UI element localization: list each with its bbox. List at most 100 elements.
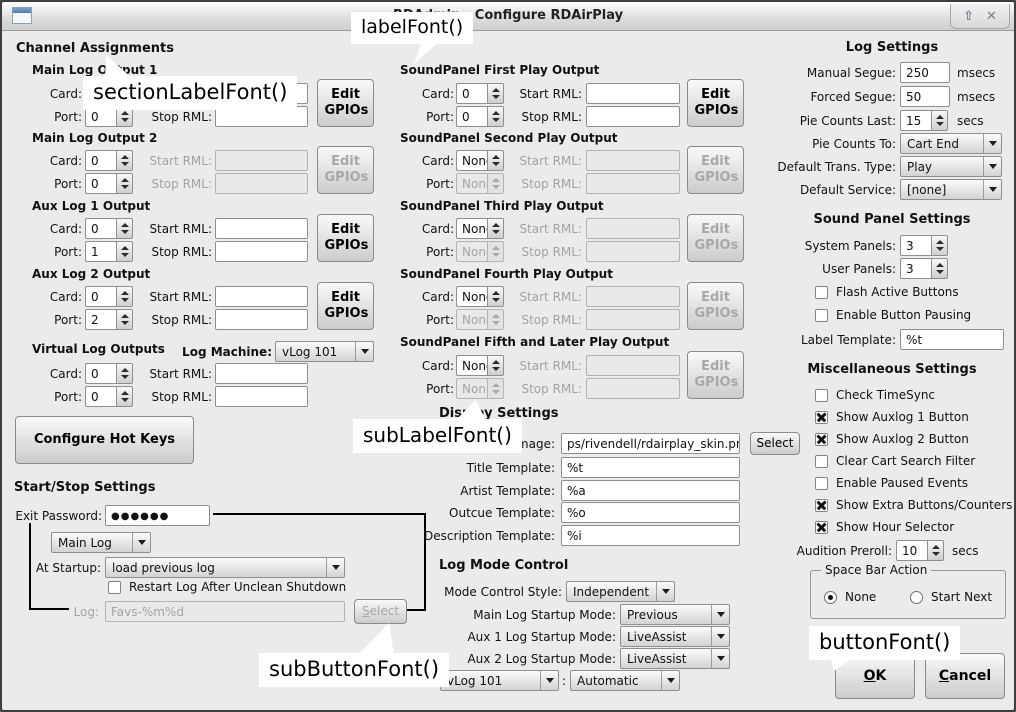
spinner-arrows-icon[interactable] <box>927 540 944 561</box>
forced-segue-field[interactable]: 50 <box>900 86 950 107</box>
stop-rml-field[interactable] <box>215 386 308 407</box>
label-template-field[interactable]: %t <box>900 329 1004 350</box>
exit-password-label: Exit Password: <box>15 509 102 523</box>
connector-line <box>29 523 31 610</box>
card-spinner[interactable]: None <box>456 218 504 239</box>
stop-rml-label: Stop RML: <box>521 110 582 124</box>
spinner-arrows-icon[interactable] <box>116 386 133 407</box>
card-spinner[interactable]: None <box>456 355 504 376</box>
spinner-arrows-icon[interactable] <box>116 150 133 171</box>
pie-counts-to-dropdown[interactable]: Cart End <box>900 133 1002 154</box>
spinner-arrows-icon[interactable] <box>931 258 948 279</box>
port-spinner[interactable]: 0 <box>85 173 133 194</box>
system-panels-spinner[interactable]: 3 <box>900 235 948 256</box>
spinner-arrows-icon[interactable] <box>931 110 948 131</box>
shade-icon[interactable]: ⇧ <box>963 8 974 24</box>
port-spinner[interactable]: 2 <box>85 309 133 330</box>
start-rml-field[interactable] <box>215 286 308 307</box>
start-rml-field <box>586 218 680 239</box>
audition-preroll-spinner[interactable]: 10 <box>896 540 944 561</box>
manual-segue-field[interactable]: 250 <box>900 62 950 83</box>
spinner-arrows-icon[interactable] <box>116 286 133 307</box>
port-spinner[interactable]: 0 <box>85 386 133 407</box>
stop-rml-field <box>586 309 680 330</box>
background-select-button[interactable]: Select <box>750 432 800 455</box>
enable-paused-events-checkbox[interactable] <box>815 476 828 490</box>
show-auxlog1-checkbox[interactable] <box>815 410 828 424</box>
background-image-field[interactable]: ps/rivendell/rdairplay_skin.png <box>561 433 740 454</box>
stop-rml-field[interactable] <box>215 309 308 330</box>
spinner-arrows-icon[interactable] <box>116 309 133 330</box>
title-template-field[interactable]: %t <box>561 457 740 478</box>
edit-gpios-button[interactable]: Edit GPIOs <box>317 214 374 262</box>
flash-active-buttons-checkbox[interactable] <box>815 285 828 299</box>
restart-log-checkbox[interactable] <box>108 580 121 594</box>
window-icon <box>12 7 32 24</box>
pie-counts-last-spinner[interactable]: 15 <box>900 110 948 131</box>
spinner-arrows-icon[interactable] <box>116 106 133 127</box>
show-hour-selector-checkbox[interactable] <box>815 520 828 534</box>
user-panels-spinner[interactable]: 3 <box>900 258 948 279</box>
system-panels-label: System Panels: <box>804 239 896 253</box>
spinner-arrows-icon[interactable] <box>116 363 133 384</box>
default-trans-dropdown[interactable]: Play <box>900 156 1002 177</box>
pie-counts-last-label: Pie Counts Last: <box>799 114 896 128</box>
close-icon[interactable]: ✕ <box>986 8 997 24</box>
main-log-startup-dropdown[interactable]: Previous <box>620 604 730 625</box>
port-spinner[interactable]: 1 <box>85 241 133 262</box>
vlog-mode-dropdown[interactable]: Automatic <box>570 670 680 691</box>
outcue-template-field[interactable]: %o <box>561 502 740 523</box>
cancel-button[interactable]: Cancel <box>925 653 1005 699</box>
clear-cart-search-checkbox[interactable] <box>815 454 828 468</box>
aux2-log-startup-dropdown[interactable]: LiveAssist <box>620 648 730 669</box>
spinner-arrows-icon[interactable] <box>487 355 504 376</box>
check-timesync-checkbox[interactable] <box>815 388 828 402</box>
card-spinner[interactable]: None <box>456 286 504 307</box>
exit-password-field[interactable]: ●●●●●● <box>105 505 210 526</box>
space-bar-start-next-radio[interactable] <box>910 590 923 604</box>
spinner-arrows-icon[interactable] <box>487 286 504 307</box>
port-spinner[interactable]: 0 <box>456 106 504 127</box>
description-template-field[interactable]: %i <box>561 525 740 546</box>
edit-gpios-button[interactable]: Edit GPIOs <box>317 282 374 330</box>
start-rml-field[interactable] <box>586 83 680 104</box>
card-spinner[interactable]: None <box>456 150 504 171</box>
log-machine-select-dropdown[interactable]: Main Log <box>51 532 151 553</box>
spinner-arrows-icon[interactable] <box>487 218 504 239</box>
show-extra-buttons-checkbox[interactable] <box>815 498 828 512</box>
space-bar-none-radio[interactable] <box>824 590 837 604</box>
spinner-arrows-icon[interactable] <box>116 218 133 239</box>
enable-button-pausing-checkbox[interactable] <box>815 308 828 322</box>
at-startup-dropdown[interactable]: load previous log <box>105 557 345 578</box>
spinner-arrows-icon[interactable] <box>116 173 133 194</box>
edit-gpios-button: Edit GPIOs <box>687 282 744 330</box>
card-spinner[interactable]: 0 <box>85 286 133 307</box>
configure-hot-keys-button[interactable]: Configure Hot Keys <box>15 416 194 464</box>
aux1-log-startup-label: Aux 1 Log Startup Mode: <box>467 630 616 644</box>
card-spinner[interactable]: 0 <box>85 363 133 384</box>
stop-rml-field[interactable] <box>586 106 680 127</box>
enable-button-pausing-row: Enable Button Pausing <box>815 308 971 322</box>
vlog-machine-dropdown[interactable]: vLog 101 <box>440 670 559 691</box>
mode-control-style-dropdown[interactable]: Independent <box>566 581 675 602</box>
start-rml-field[interactable] <box>215 218 308 239</box>
edit-gpios-button[interactable]: Edit GPIOs <box>687 79 744 127</box>
spinner-arrows-icon[interactable] <box>487 83 504 104</box>
spinner-arrows-icon[interactable] <box>487 106 504 127</box>
misc-settings-heading: Miscellaneous Settings <box>807 362 977 377</box>
aux1-log-startup-dropdown[interactable]: LiveAssist <box>620 626 730 647</box>
card-spinner[interactable]: 0 <box>85 218 133 239</box>
default-service-dropdown[interactable]: [none] <box>900 179 1002 200</box>
stop-rml-field[interactable] <box>215 241 308 262</box>
start-rml-field[interactable] <box>215 363 308 384</box>
card-spinner[interactable]: 0 <box>85 150 133 171</box>
show-auxlog2-checkbox[interactable] <box>815 432 828 446</box>
spinner-arrows-icon[interactable] <box>116 241 133 262</box>
spinner-arrows-icon[interactable] <box>931 235 948 256</box>
spinner-arrows-icon[interactable] <box>487 150 504 171</box>
artist-template-field[interactable]: %a <box>561 480 740 501</box>
card-spinner[interactable]: 0 <box>456 83 504 104</box>
log-machine-dropdown[interactable]: vLog 101 <box>275 341 374 362</box>
group-title: SoundPanel Third Play Output <box>400 199 604 213</box>
edit-gpios-button[interactable]: Edit GPIOs <box>317 79 374 127</box>
